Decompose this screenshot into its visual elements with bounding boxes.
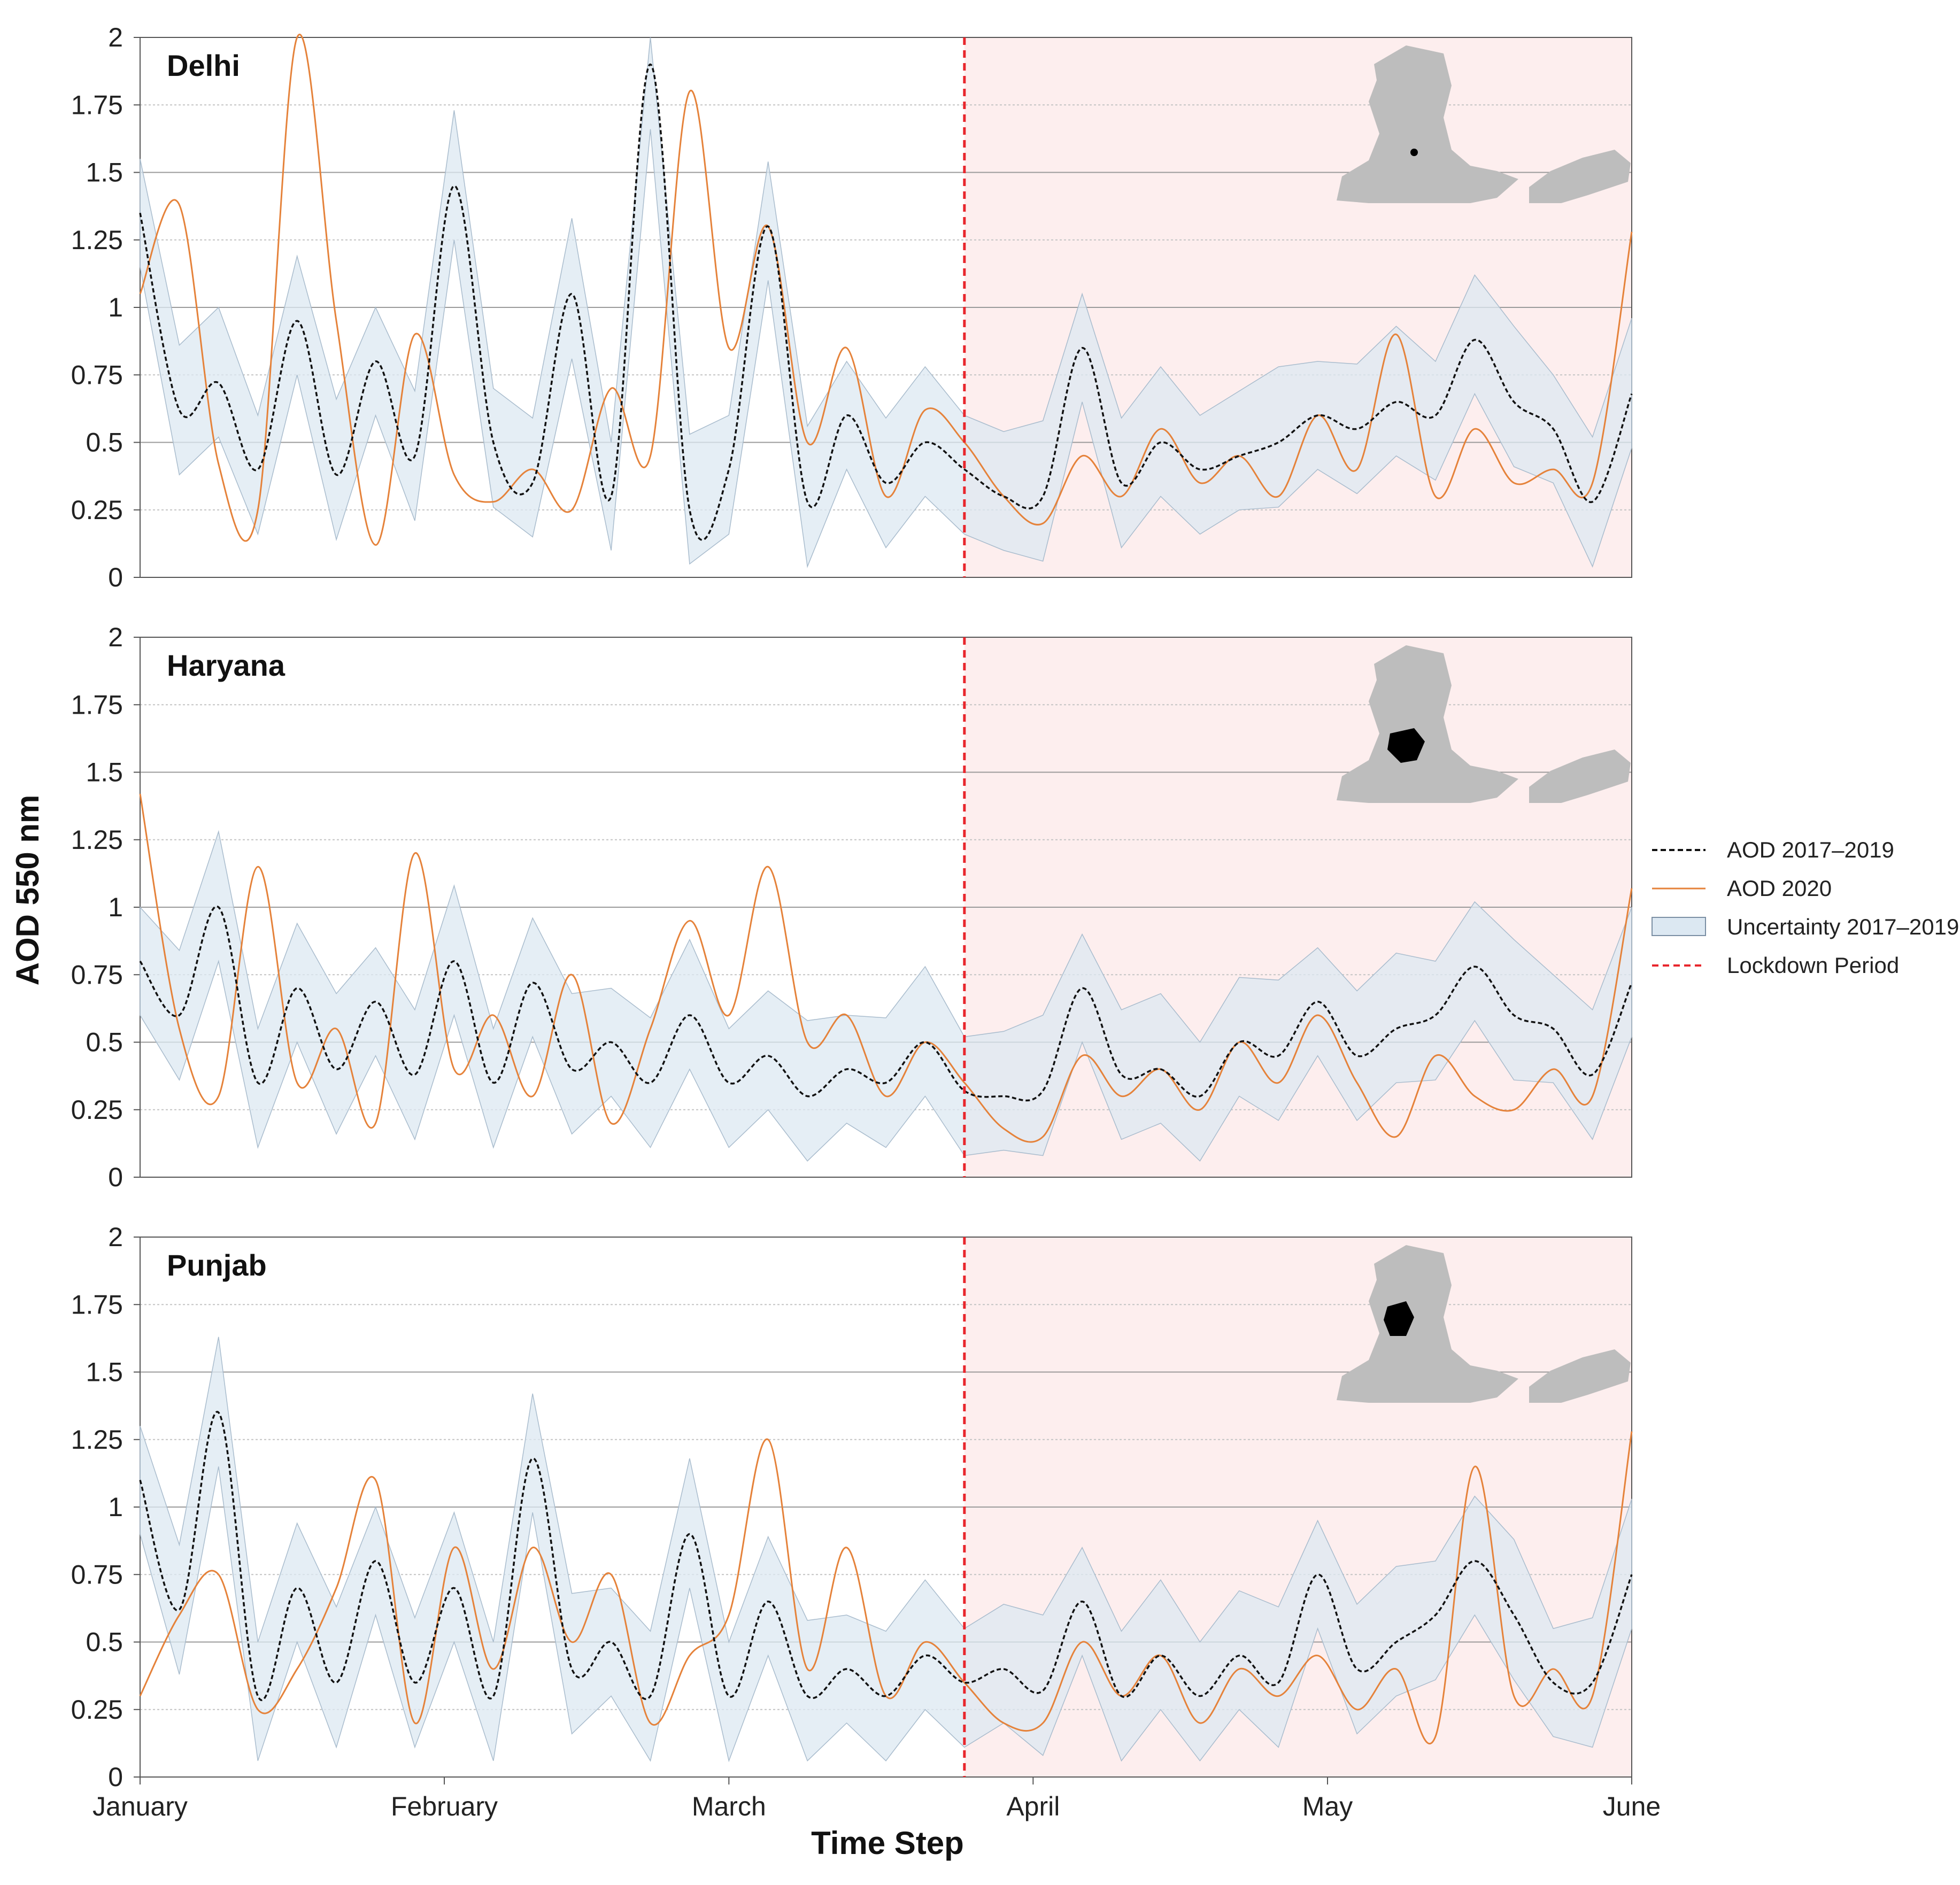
x-tick-label: April <box>1006 1791 1060 1821</box>
map-northeast <box>1529 1349 1631 1403</box>
y-tick-label: 1 <box>108 1492 123 1522</box>
region-marker <box>1410 149 1418 156</box>
legend-label-aod-2020: AOD 2020 <box>1727 876 1832 901</box>
x-tick-label: May <box>1302 1791 1353 1821</box>
y-tick-label: 0.75 <box>71 360 123 390</box>
series-aod-2017-2019 <box>139 63 1633 541</box>
y-tick-label: 1.75 <box>71 90 123 120</box>
region-marker <box>1387 728 1425 763</box>
legend-label-lockdown: Lockdown Period <box>1727 953 1899 978</box>
panel-haryana: 0 0.25 0.5 0.75 1 1.25 1.5 1.75 2 Haryana <box>71 622 1633 1192</box>
series-aod-2020 <box>139 1431 1633 1744</box>
panel-title-punjab: Punjab <box>167 1248 267 1282</box>
y-axis-label: AOD 550 nm <box>10 795 45 986</box>
y-tick-label: 2 <box>108 22 123 52</box>
y-tick-label: 0.75 <box>71 1559 123 1589</box>
panel-delhi: 0 0.25 0.5 0.75 1 1.25 1.5 1.75 2 Delhi <box>71 22 1633 592</box>
inset-map-icon <box>1337 645 1631 803</box>
series-aod-2017-2019 <box>139 905 1633 1102</box>
y-tick-label: 1.5 <box>86 158 123 188</box>
uncertainty-band <box>140 37 1632 568</box>
y-tick-label: 2 <box>108 622 123 652</box>
y-tick-label: 1.75 <box>71 1289 123 1319</box>
legend-label-uncertainty: Uncertainty 2017–2019 <box>1727 914 1959 939</box>
y-tick-label: 1.25 <box>71 825 123 855</box>
y-tick-label: 1.25 <box>71 1425 123 1455</box>
region-marker <box>1384 1301 1414 1336</box>
y-tick-label: 1 <box>108 292 123 322</box>
panel-punjab: 0 0.25 0.5 0.75 1 1.25 1.5 1.75 2 Punjab <box>71 1222 1633 1792</box>
series-aod-2020 <box>139 34 1633 546</box>
x-tick-label: February <box>391 1791 498 1821</box>
map-northeast <box>1529 150 1631 203</box>
panel-title-delhi: Delhi <box>167 49 240 82</box>
y-tick-label: 1.25 <box>71 225 123 255</box>
y-tick-label: 0.5 <box>86 428 123 458</box>
legend-swatch-uncertainty <box>1652 917 1706 936</box>
map-mainland <box>1337 645 1518 803</box>
inset-map-icon <box>1337 1245 1631 1403</box>
y-tick-label: 0.75 <box>71 960 123 990</box>
y-tick-label: 2 <box>108 1222 123 1252</box>
x-tick-label: January <box>92 1791 188 1821</box>
y-tick-label: 0.25 <box>71 1095 123 1125</box>
y-tick-label: 1.75 <box>71 690 123 720</box>
y-tick-label: 0.25 <box>71 1695 123 1725</box>
y-tick-label: 1.5 <box>86 1357 123 1387</box>
x-axis: January February March April May June <box>92 1777 1661 1821</box>
uncertainty-band <box>140 830 1632 1162</box>
x-axis-label: Time Step <box>811 1825 964 1861</box>
y-tick-label: 0.5 <box>86 1627 123 1657</box>
legend-label-aod-2017-2019: AOD 2017–2019 <box>1727 837 1894 862</box>
y-tick-label: 1.5 <box>86 758 123 787</box>
map-northeast <box>1529 750 1631 803</box>
y-tick-label: 0 <box>108 562 123 592</box>
map-mainland <box>1337 45 1518 203</box>
legend: AOD 2017–2019 AOD 2020 Uncertainty 2017–… <box>1652 837 1959 978</box>
uncertainty-band <box>140 1337 1632 1763</box>
y-tick-label: 0 <box>108 1162 123 1192</box>
panel-title-haryana: Haryana <box>167 648 285 682</box>
panels: 0 0.25 0.5 0.75 1 1.25 1.5 1.75 2 Delhi 0 0.25 0.5 0.… <box>71 22 1633 1792</box>
inset-map-icon <box>1337 45 1631 203</box>
x-tick-label: March <box>692 1791 766 1821</box>
map-mainland <box>1337 1245 1518 1403</box>
y-tick-label: 0.25 <box>71 495 123 525</box>
y-tick-label: 0.5 <box>86 1028 123 1057</box>
y-tick-label: 1 <box>108 892 123 922</box>
x-tick-label: June <box>1603 1791 1661 1821</box>
y-tick-label: 0 <box>108 1762 123 1792</box>
series-aod-2020 <box>139 793 1633 1143</box>
series-aod-2017-2019 <box>139 1411 1633 1701</box>
